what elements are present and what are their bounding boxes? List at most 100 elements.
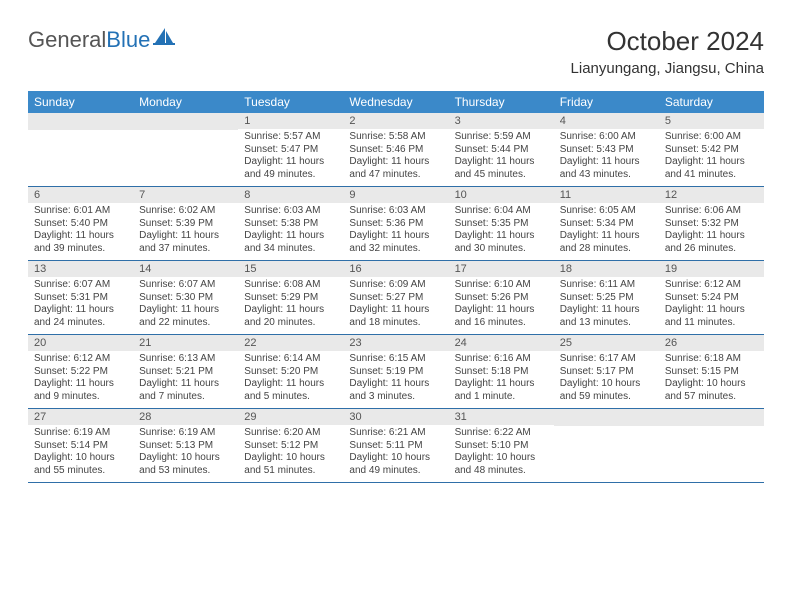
calendar-cell: 18Sunrise: 6:11 AMSunset: 5:25 PMDayligh… [554, 261, 659, 334]
weekday-label: Tuesday [238, 91, 343, 113]
day-detail-line: Sunset: 5:43 PM [560, 144, 653, 157]
day-detail-line: Sunrise: 6:14 AM [244, 353, 337, 366]
day-detail-line: Sunrise: 6:19 AM [34, 427, 127, 440]
day-details: Sunrise: 6:18 AMSunset: 5:15 PMDaylight:… [659, 351, 764, 403]
calendar-cell: 20Sunrise: 6:12 AMSunset: 5:22 PMDayligh… [28, 335, 133, 408]
day-detail-line: Sunset: 5:24 PM [665, 292, 758, 305]
day-detail-line: and 18 minutes. [349, 317, 442, 330]
day-number: 19 [659, 261, 764, 277]
calendar-cell: 26Sunrise: 6:18 AMSunset: 5:15 PMDayligh… [659, 335, 764, 408]
day-details: Sunrise: 6:12 AMSunset: 5:22 PMDaylight:… [28, 351, 133, 403]
day-detail-line: and 30 minutes. [455, 243, 548, 256]
day-detail-line: Daylight: 11 hours [455, 304, 548, 317]
day-detail-line: Sunrise: 6:12 AM [34, 353, 127, 366]
day-detail-line: Sunset: 5:42 PM [665, 144, 758, 157]
day-number: 10 [449, 187, 554, 203]
day-detail-line: Daylight: 10 hours [34, 452, 127, 465]
day-details: Sunrise: 6:19 AMSunset: 5:13 PMDaylight:… [133, 425, 238, 477]
calendar-cell: 4Sunrise: 6:00 AMSunset: 5:43 PMDaylight… [554, 113, 659, 186]
day-detail-line: Sunset: 5:46 PM [349, 144, 442, 157]
day-details: Sunrise: 6:08 AMSunset: 5:29 PMDaylight:… [238, 277, 343, 329]
calendar-cell: 28Sunrise: 6:19 AMSunset: 5:13 PMDayligh… [133, 409, 238, 482]
day-detail-line: Daylight: 11 hours [349, 378, 442, 391]
calendar-cell: 2Sunrise: 5:58 AMSunset: 5:46 PMDaylight… [343, 113, 448, 186]
day-detail-line: Sunset: 5:19 PM [349, 366, 442, 379]
day-number: 16 [343, 261, 448, 277]
day-details: Sunrise: 6:07 AMSunset: 5:31 PMDaylight:… [28, 277, 133, 329]
day-detail-line: Sunset: 5:32 PM [665, 218, 758, 231]
day-detail-line: and 39 minutes. [34, 243, 127, 256]
day-number: 12 [659, 187, 764, 203]
day-number: 3 [449, 113, 554, 129]
day-detail-line: Daylight: 11 hours [349, 230, 442, 243]
day-detail-line: Sunrise: 6:19 AM [139, 427, 232, 440]
calendar-cell: 22Sunrise: 6:14 AMSunset: 5:20 PMDayligh… [238, 335, 343, 408]
day-detail-line: Daylight: 11 hours [34, 304, 127, 317]
day-detail-line: and 43 minutes. [560, 169, 653, 182]
day-detail-line: Daylight: 11 hours [560, 304, 653, 317]
day-details: Sunrise: 6:13 AMSunset: 5:21 PMDaylight:… [133, 351, 238, 403]
calendar-cell: 29Sunrise: 6:20 AMSunset: 5:12 PMDayligh… [238, 409, 343, 482]
day-number: 31 [449, 409, 554, 425]
day-details: Sunrise: 5:59 AMSunset: 5:44 PMDaylight:… [449, 129, 554, 181]
day-detail-line: Sunset: 5:47 PM [244, 144, 337, 157]
day-number: 11 [554, 187, 659, 203]
day-detail-line: Sunset: 5:26 PM [455, 292, 548, 305]
day-detail-line: Daylight: 11 hours [244, 156, 337, 169]
calendar-cell: 6Sunrise: 6:01 AMSunset: 5:40 PMDaylight… [28, 187, 133, 260]
day-detail-line: Daylight: 11 hours [665, 230, 758, 243]
day-detail-line: Daylight: 11 hours [34, 378, 127, 391]
day-details: Sunrise: 6:07 AMSunset: 5:30 PMDaylight:… [133, 277, 238, 329]
day-detail-line: Sunrise: 5:59 AM [455, 131, 548, 144]
day-number [28, 113, 133, 130]
day-detail-line: and 37 minutes. [139, 243, 232, 256]
day-detail-line: Sunset: 5:31 PM [34, 292, 127, 305]
day-detail-line: Sunrise: 6:03 AM [349, 205, 442, 218]
day-detail-line: Sunrise: 6:03 AM [244, 205, 337, 218]
calendar-cell: 9Sunrise: 6:03 AMSunset: 5:36 PMDaylight… [343, 187, 448, 260]
calendar-cell: 31Sunrise: 6:22 AMSunset: 5:10 PMDayligh… [449, 409, 554, 482]
day-number: 20 [28, 335, 133, 351]
day-details: Sunrise: 6:05 AMSunset: 5:34 PMDaylight:… [554, 203, 659, 255]
calendar-cell: 17Sunrise: 6:10 AMSunset: 5:26 PMDayligh… [449, 261, 554, 334]
day-detail-line: Sunrise: 6:07 AM [34, 279, 127, 292]
calendar-cell [133, 113, 238, 186]
day-detail-line: and 49 minutes. [244, 169, 337, 182]
calendar-cell: 14Sunrise: 6:07 AMSunset: 5:30 PMDayligh… [133, 261, 238, 334]
day-detail-line: Sunrise: 6:11 AM [560, 279, 653, 292]
day-detail-line: Daylight: 10 hours [244, 452, 337, 465]
calendar-cell [554, 409, 659, 482]
calendar-week: 27Sunrise: 6:19 AMSunset: 5:14 PMDayligh… [28, 409, 764, 483]
day-detail-line: and 22 minutes. [139, 317, 232, 330]
day-details: Sunrise: 5:57 AMSunset: 5:47 PMDaylight:… [238, 129, 343, 181]
day-details: Sunrise: 6:14 AMSunset: 5:20 PMDaylight:… [238, 351, 343, 403]
day-detail-line: Daylight: 11 hours [665, 156, 758, 169]
day-detail-line: Daylight: 11 hours [34, 230, 127, 243]
day-number: 18 [554, 261, 659, 277]
day-number [133, 113, 238, 130]
day-detail-line: Sunset: 5:10 PM [455, 440, 548, 453]
day-details: Sunrise: 6:11 AMSunset: 5:25 PMDaylight:… [554, 277, 659, 329]
day-detail-line: Sunset: 5:40 PM [34, 218, 127, 231]
day-detail-line: and 3 minutes. [349, 391, 442, 404]
day-number: 2 [343, 113, 448, 129]
day-number: 22 [238, 335, 343, 351]
day-detail-line: Daylight: 11 hours [139, 378, 232, 391]
day-details: Sunrise: 6:19 AMSunset: 5:14 PMDaylight:… [28, 425, 133, 477]
day-number: 17 [449, 261, 554, 277]
day-details: Sunrise: 6:09 AMSunset: 5:27 PMDaylight:… [343, 277, 448, 329]
day-number [659, 409, 764, 426]
day-detail-line: and 51 minutes. [244, 465, 337, 478]
calendar-cell: 21Sunrise: 6:13 AMSunset: 5:21 PMDayligh… [133, 335, 238, 408]
weekday-label: Monday [133, 91, 238, 113]
day-details: Sunrise: 6:17 AMSunset: 5:17 PMDaylight:… [554, 351, 659, 403]
calendar-cell [28, 113, 133, 186]
day-details: Sunrise: 6:04 AMSunset: 5:35 PMDaylight:… [449, 203, 554, 255]
day-detail-line: Sunrise: 6:00 AM [560, 131, 653, 144]
day-detail-line: and 55 minutes. [34, 465, 127, 478]
day-detail-line: Daylight: 11 hours [349, 156, 442, 169]
day-details: Sunrise: 6:10 AMSunset: 5:26 PMDaylight:… [449, 277, 554, 329]
day-detail-line: Sunset: 5:15 PM [665, 366, 758, 379]
calendar-cell: 23Sunrise: 6:15 AMSunset: 5:19 PMDayligh… [343, 335, 448, 408]
day-number: 6 [28, 187, 133, 203]
